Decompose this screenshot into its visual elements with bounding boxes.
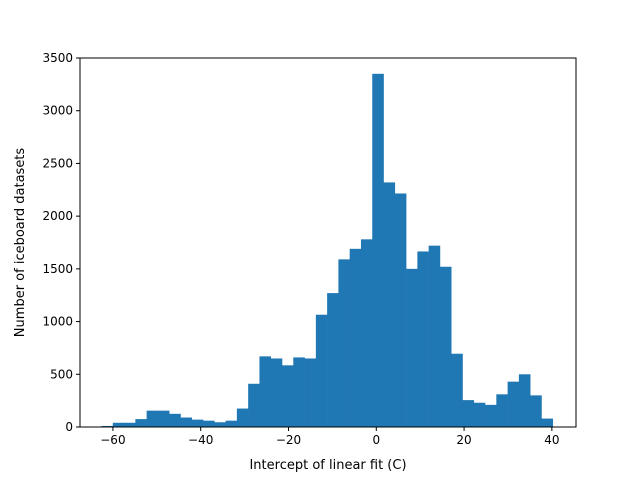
histogram-bar xyxy=(157,410,170,427)
histogram-bar xyxy=(101,425,114,427)
histogram-bar xyxy=(541,418,554,427)
y-axis-ticks: 0 500 1000 1500 2000 2500 3000 3500 xyxy=(42,51,80,434)
histogram-bar xyxy=(315,314,328,427)
histogram-bar xyxy=(383,182,396,427)
y-tick-label: 1500 xyxy=(42,262,73,276)
histogram-bar xyxy=(473,402,486,427)
x-tick-label: 40 xyxy=(544,433,559,447)
histogram-bar xyxy=(112,422,125,427)
histogram-bar xyxy=(248,383,260,427)
histogram-bar xyxy=(214,422,226,427)
y-tick-label: 2000 xyxy=(42,209,73,223)
histogram-bar xyxy=(372,73,384,428)
histogram-bar xyxy=(507,381,520,427)
histogram-bar xyxy=(203,420,215,427)
histogram-bar xyxy=(406,268,418,427)
histogram-bar xyxy=(360,239,373,427)
histogram-bar xyxy=(462,400,475,427)
x-tick-label: −60 xyxy=(100,433,125,447)
histogram-bar xyxy=(225,420,238,427)
y-tick-label: 2500 xyxy=(42,156,73,170)
histogram-bar xyxy=(338,259,350,427)
histogram-bar xyxy=(394,193,407,427)
plot-frame xyxy=(79,57,577,428)
histogram-bar xyxy=(259,356,272,427)
histogram-bar xyxy=(281,365,294,427)
histogram-bar xyxy=(349,248,362,427)
histogram-bar xyxy=(135,419,147,427)
histogram-bar xyxy=(124,422,136,427)
x-tick-label: −40 xyxy=(188,433,213,447)
histogram-bar xyxy=(236,408,249,427)
y-tick-label: 3500 xyxy=(42,51,73,65)
histogram-bar xyxy=(496,394,508,427)
x-tick-label: 0 xyxy=(372,433,380,447)
histogram-bar xyxy=(439,266,452,427)
histogram-bar xyxy=(417,251,429,427)
histogram-bar xyxy=(169,413,181,427)
histogram-bar xyxy=(451,353,463,427)
histogram-bar xyxy=(327,293,339,427)
histogram-bar xyxy=(270,358,283,427)
y-axis-label: Number of iceboard datasets xyxy=(13,148,28,338)
x-tick-label: −20 xyxy=(276,433,301,447)
y-tick-label: 0 xyxy=(65,420,73,434)
x-axis-ticks: −60 −40 −20 0 20 40 xyxy=(100,427,559,447)
histogram-bar xyxy=(191,419,204,427)
histogram-bar xyxy=(304,358,317,427)
histogram-bar xyxy=(485,404,497,427)
histogram-bar xyxy=(530,395,542,427)
histogram-bar xyxy=(428,245,441,427)
y-tick-label: 500 xyxy=(50,367,73,381)
histogram-bars xyxy=(101,73,554,428)
y-tick-label: 3000 xyxy=(42,104,73,118)
histogram-bar xyxy=(293,357,305,427)
histogram-bar xyxy=(180,417,193,427)
y-tick-label: 1000 xyxy=(42,315,73,329)
x-tick-label: 20 xyxy=(456,433,471,447)
histogram-bar xyxy=(518,374,531,427)
histogram-bar xyxy=(146,410,159,427)
x-axis-label: Intercept of linear fit (C) xyxy=(249,458,406,473)
